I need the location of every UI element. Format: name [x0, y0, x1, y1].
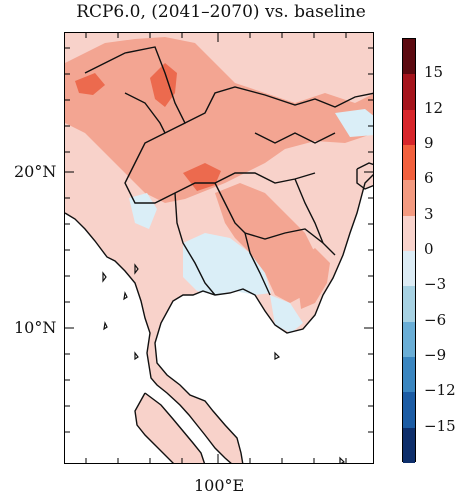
warm-patch-laos — [215, 183, 315, 303]
cool-patch-cambodia — [270, 295, 303, 333]
colorbar-tick-label: 6 — [424, 169, 434, 188]
colorbar-tick-label: 15 — [424, 63, 444, 82]
colorbar-segment — [403, 251, 415, 287]
colorbar-tick-label: −3 — [424, 275, 447, 294]
colorbar-segment — [403, 215, 415, 252]
colorbar-segment — [403, 145, 415, 181]
colorbar-tick-label: −15 — [424, 416, 456, 435]
land-sumatra — [135, 393, 205, 463]
land-hainan — [357, 163, 373, 189]
map-title: RCP6.0, (2041–2070) vs. baseline — [76, 2, 366, 22]
colorbar-segment — [403, 321, 415, 358]
colorbar-segment — [403, 392, 415, 429]
colorbar-tick-label: −6 — [424, 310, 447, 329]
colorbar-segment — [403, 74, 415, 111]
colorbar-tick-label: 3 — [424, 204, 434, 223]
warm-patch-north — [65, 37, 373, 203]
warm-patch-south — [295, 248, 330, 309]
colorbar-segment — [403, 109, 415, 146]
cool-patch-northeast — [335, 109, 373, 137]
colorbar-segment — [403, 357, 415, 393]
map-panel — [64, 32, 374, 464]
colorbar-tick-label: 12 — [424, 98, 444, 117]
warm-patch-yunnan — [75, 73, 105, 95]
colorbar-tick-label: −12 — [424, 381, 456, 400]
coastal-islands — [102, 263, 346, 463]
colorbar-segment — [403, 39, 415, 75]
temperature-change-map — [65, 33, 373, 463]
colorbar — [402, 38, 416, 464]
cool-patch-west — [129, 193, 157, 229]
warm-patch-myanmar — [150, 63, 177, 107]
lat-label-10n: 10°N — [14, 318, 57, 337]
cool-patch-thailand — [183, 233, 271, 295]
colorbar-segment — [403, 427, 415, 464]
lon-label-100e: 100°E — [194, 476, 245, 495]
lat-label-20n: 20°N — [14, 162, 57, 181]
colorbar-tick-label: 9 — [424, 134, 434, 152]
colorbar-segment — [403, 180, 415, 217]
colorbar-tick-label: 0 — [424, 240, 434, 258]
country-borders — [65, 46, 373, 463]
colorbar-tick-label: −9 — [424, 346, 447, 364]
colorbar-segment — [403, 286, 415, 323]
